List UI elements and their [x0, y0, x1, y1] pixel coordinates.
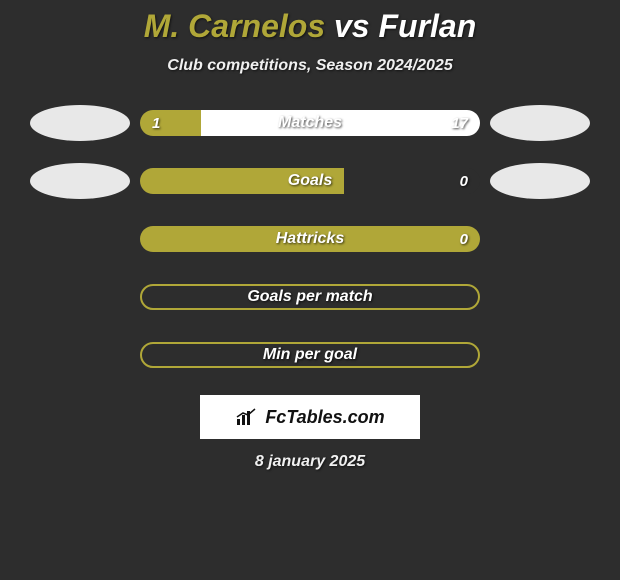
stat-bar: Goals per match — [140, 284, 480, 310]
stat-bar: 117Matches — [140, 110, 480, 136]
chart-icon — [235, 407, 259, 427]
logo-text: FcTables.com — [265, 407, 384, 428]
stat-label: Matches — [140, 110, 480, 136]
stat-row: 0Goals — [0, 163, 620, 199]
stat-row: Goals per match — [0, 279, 620, 315]
stat-bar: 0Hattricks — [140, 226, 480, 252]
vs-text: vs — [334, 8, 370, 44]
stat-row: 0Hattricks — [0, 221, 620, 257]
subtitle: Club competitions, Season 2024/2025 — [0, 57, 620, 75]
stat-row: Min per goal — [0, 337, 620, 373]
player2-avatar — [490, 163, 590, 199]
stats-container: 117Matches 0Goals 0Hattricks Goals per matc… — [0, 105, 620, 373]
player1-avatar — [30, 105, 130, 141]
stat-bar: 0Goals — [140, 168, 480, 194]
comparison-widget: M. Carnelos vs Furlan Club competitions,… — [0, 0, 620, 471]
player2-avatar — [490, 105, 590, 141]
page-title: M. Carnelos vs Furlan — [0, 8, 620, 45]
stat-bar: Min per goal — [140, 342, 480, 368]
logo-box[interactable]: FcTables.com — [200, 395, 420, 439]
player1-name: M. Carnelos — [144, 8, 325, 44]
date-text: 8 january 2025 — [0, 453, 620, 471]
stat-label: Min per goal — [142, 344, 478, 366]
stat-row: 117Matches — [0, 105, 620, 141]
stat-label: Goals per match — [142, 286, 478, 308]
stat-label: Hattricks — [140, 226, 480, 252]
player2-name: Furlan — [378, 8, 476, 44]
player1-avatar — [30, 163, 130, 199]
stat-label: Goals — [140, 168, 480, 194]
